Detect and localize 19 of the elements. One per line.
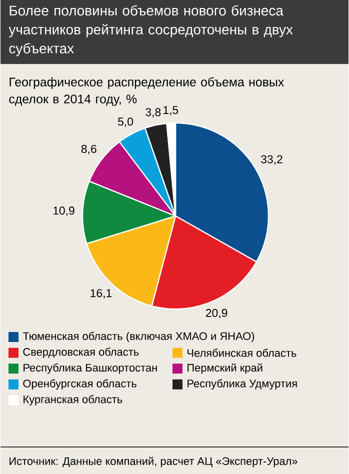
data-label: 10,9 bbox=[53, 206, 74, 216]
legend-label: Свердловская область bbox=[23, 348, 139, 358]
legend-label: Республика Удмуртия bbox=[188, 379, 297, 390]
data-label: 5,0 bbox=[118, 118, 134, 128]
chart-title: Более половины объемов нового бизнеса участников рейтинга сосредоточены в двух субъектах bbox=[8, 5, 293, 56]
data-label: 33,2 bbox=[261, 155, 282, 165]
data-label: 8,6 bbox=[81, 144, 96, 154]
legend-label: Оренбургская область bbox=[23, 379, 136, 390]
data-label: 1,5 bbox=[164, 106, 178, 116]
data-label: 3,8 bbox=[146, 108, 161, 118]
chart-subtitle: Географическое распределение объема новых сделок в 2014 году, % bbox=[9, 77, 284, 106]
legend-label: Пермский край bbox=[188, 363, 262, 374]
data-label: 16,1 bbox=[90, 289, 112, 299]
legend-label: Республика Башкортостан bbox=[24, 363, 157, 374]
legend-label: Тюменская область (включая ХМАО и ЯНАО) bbox=[22, 332, 254, 342]
text: Источник: Данные компаний, расчет АЦ «Эксперт-Урал» bbox=[10, 456, 298, 468]
legend-label: Челябинская область bbox=[188, 348, 296, 357]
legend-label: Курганская область bbox=[24, 395, 122, 406]
data-label: 20,9 bbox=[206, 308, 228, 318]
